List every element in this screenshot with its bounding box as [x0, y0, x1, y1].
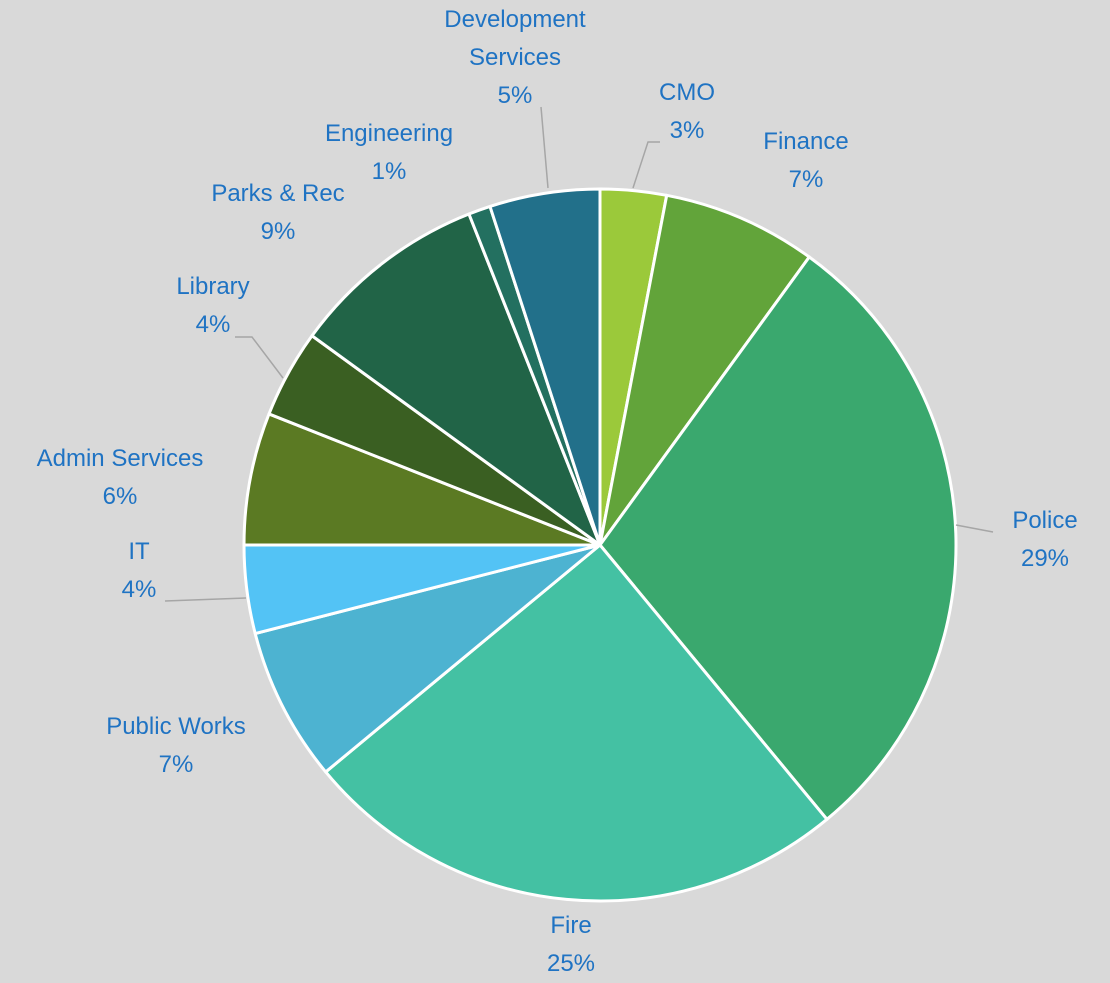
- category-label: IT: [128, 538, 150, 565]
- value-label: 4%: [195, 311, 231, 338]
- category-label: Admin Services: [36, 445, 204, 472]
- leader-line: [955, 524, 994, 533]
- data-label: Admin Services 6%: [0, 440, 240, 516]
- pie-slice: [242, 412, 602, 547]
- value-label: 3%: [669, 117, 705, 144]
- value-label: 7%: [158, 751, 194, 778]
- value-label: 25%: [546, 950, 596, 977]
- value-label: 9%: [260, 218, 296, 245]
- data-label: IT 4%: [39, 533, 239, 609]
- category-label: Engineering: [324, 120, 454, 147]
- category-label: Police: [1012, 507, 1078, 534]
- value-label: 7%: [788, 166, 824, 193]
- leader-line: [164, 597, 247, 602]
- pie-slice: [310, 212, 602, 547]
- leader-line: [632, 141, 660, 189]
- data-label: Public Works 7%: [56, 708, 296, 784]
- category-label: Parks & Rec: [211, 180, 345, 207]
- value-label: 1%: [371, 158, 407, 185]
- data-label: Development Services 5%: [435, 1, 595, 115]
- data-label: Police 29%: [945, 502, 1110, 578]
- value-label: 5%: [497, 82, 533, 109]
- value-label: 29%: [1020, 545, 1070, 572]
- pie-slice: [488, 187, 602, 547]
- pie-slice: [324, 543, 829, 903]
- pie-slice: [598, 255, 958, 821]
- category-label: Public Works: [106, 713, 246, 740]
- value-label: 4%: [121, 576, 157, 603]
- leader-line: [540, 106, 549, 189]
- pie-slice: [253, 543, 602, 774]
- leader-line: [235, 336, 284, 379]
- data-label: CMO 3%: [587, 74, 787, 150]
- data-label: Engineering 1%: [289, 115, 489, 191]
- category-label: Fire: [550, 912, 592, 939]
- data-label: Parks & Rec 9%: [178, 175, 378, 251]
- pie-slice: [598, 193, 811, 547]
- category-label: CMO: [659, 79, 715, 106]
- category-label: Finance: [763, 128, 849, 155]
- data-label: Fire 25%: [471, 907, 671, 983]
- value-label: 6%: [102, 483, 138, 510]
- data-label: Library 4%: [113, 268, 313, 344]
- data-label: Finance 7%: [706, 123, 906, 199]
- category-label: Library: [176, 273, 250, 300]
- category-label: Development Services: [444, 6, 586, 71]
